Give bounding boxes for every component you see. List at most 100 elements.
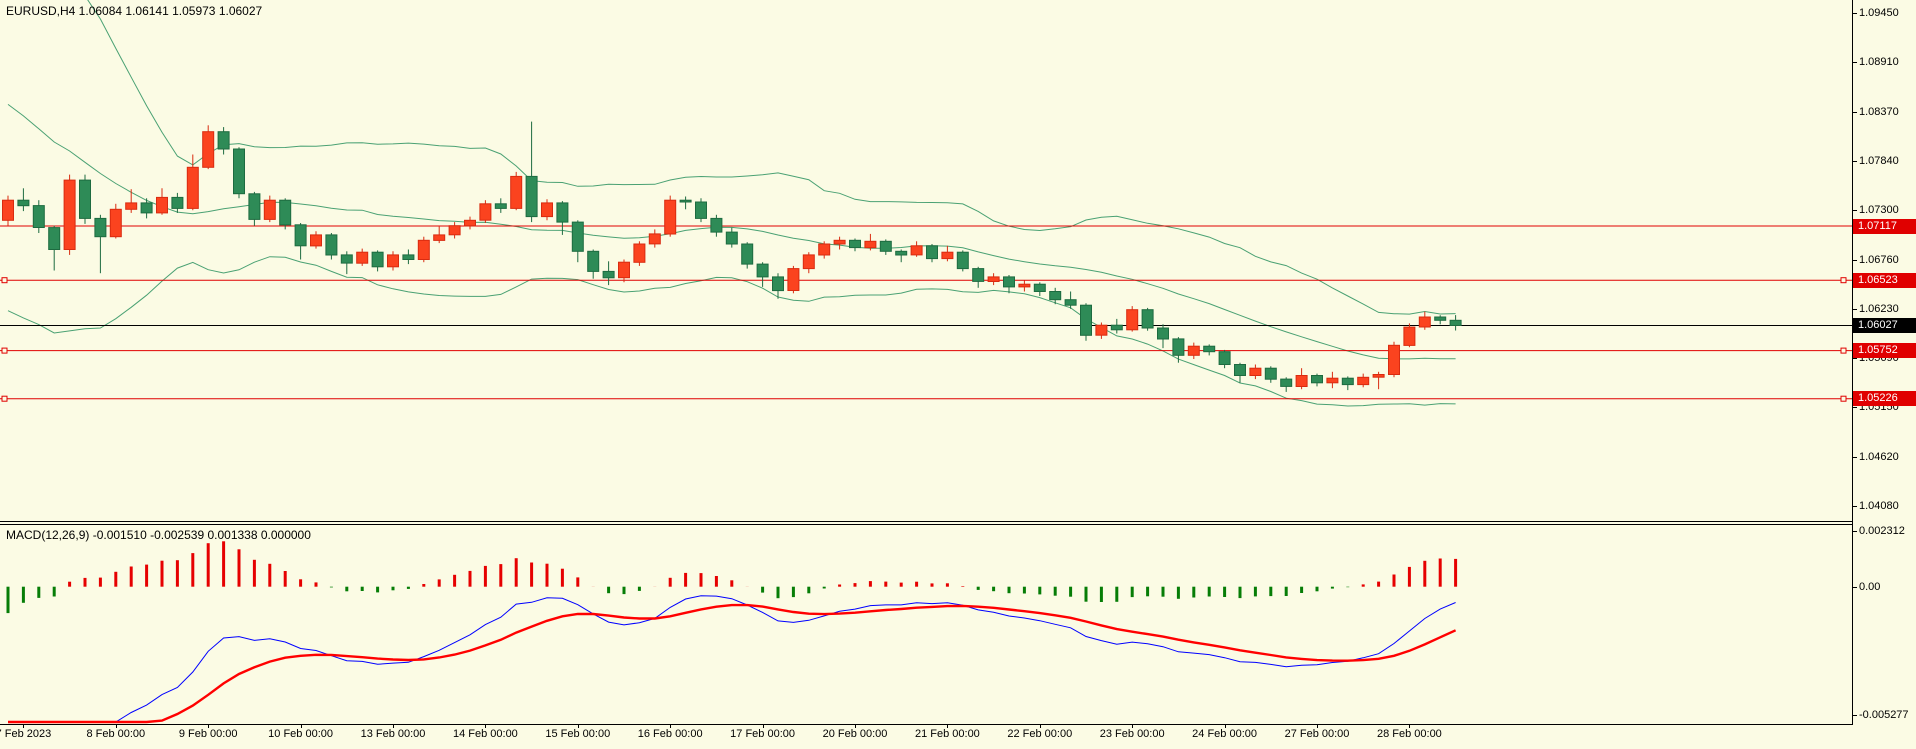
price-chart-canvas[interactable] <box>0 0 1852 521</box>
bollinger-upper-band <box>8 0 1456 314</box>
candle-bullish <box>1296 368 1307 389</box>
chart-title-ohlc: EURUSD,H4 1.06084 1.06141 1.05973 1.0602… <box>6 4 262 18</box>
macd-axis-label: 0.00 <box>1859 581 1880 593</box>
macd-axis-tick <box>1852 531 1857 532</box>
candle-bearish <box>711 215 722 237</box>
price-axis-tick <box>1852 62 1857 63</box>
macd-main-line <box>8 596 1456 722</box>
time-axis-label: 14 Feb 00:00 <box>453 728 518 740</box>
candle-bullish <box>449 222 460 238</box>
candle-bearish <box>49 226 60 271</box>
candle-bearish <box>1204 344 1215 355</box>
candle-bearish <box>880 239 891 255</box>
candle-bullish <box>1373 372 1384 389</box>
macd-axis-label: 0.002312 <box>1859 525 1905 537</box>
price-axis-label: 1.09450 <box>1859 7 1899 19</box>
time-axis-label: 28 Feb 00:00 <box>1377 728 1442 740</box>
candle-bullish <box>203 125 214 169</box>
candle-bullish <box>819 241 830 258</box>
candle-bearish <box>18 188 29 211</box>
level-price-tag: 1.05226 <box>1853 391 1916 406</box>
macd-signal-line <box>8 605 1456 722</box>
candle-bullish <box>465 217 476 230</box>
line-drag-handle[interactable] <box>1841 396 1846 401</box>
candle-bearish <box>1173 337 1184 363</box>
level-price-tag: 1.05752 <box>1853 343 1916 358</box>
candle-bearish <box>726 228 737 248</box>
line-drag-handle[interactable] <box>2 348 7 353</box>
macd-indicator-canvas[interactable] <box>0 525 1852 724</box>
candle-bullish <box>418 237 429 263</box>
candle-bearish <box>1265 366 1276 383</box>
candle-bearish <box>896 250 907 263</box>
line-drag-handle[interactable] <box>2 396 7 401</box>
bollinger-lower-band <box>8 257 1456 406</box>
candle-bearish <box>172 193 183 213</box>
candle-bearish <box>1450 315 1461 330</box>
candle-bearish <box>372 250 383 271</box>
panel-separator-top[interactable] <box>0 521 1853 522</box>
macd-axis-label: -0.005277 <box>1859 709 1909 721</box>
candle-bearish <box>280 198 291 229</box>
time-axis-label: 27 Feb 00:00 <box>1285 728 1350 740</box>
candle-bearish <box>1342 376 1353 390</box>
candle-bearish <box>1219 350 1230 368</box>
candle-bearish <box>680 197 691 210</box>
line-drag-handle[interactable] <box>2 278 7 283</box>
candle-bearish <box>295 223 306 260</box>
candle-bearish <box>1111 319 1122 334</box>
candle-bearish <box>957 250 968 271</box>
candle-bearish <box>526 122 537 223</box>
price-axis-label: 1.04620 <box>1859 451 1899 463</box>
candle-bearish <box>973 267 984 288</box>
candle-bearish <box>341 251 352 274</box>
price-axis-tick <box>1852 457 1857 458</box>
candle-bullish <box>649 229 660 247</box>
candle-bearish <box>1142 308 1153 331</box>
candle-bullish <box>665 196 676 237</box>
candle-bullish <box>311 231 322 248</box>
candle-bullish <box>3 196 14 226</box>
candle-bearish <box>603 261 614 285</box>
line-drag-handle[interactable] <box>1841 278 1846 283</box>
candle-bearish <box>588 250 599 279</box>
candle-bullish <box>1404 323 1415 347</box>
candle-bullish <box>110 204 121 239</box>
candle-bearish <box>80 175 91 224</box>
candle-bullish <box>1188 343 1199 359</box>
candle-bearish <box>1081 303 1092 341</box>
candle-bullish <box>511 172 522 210</box>
time-axis-label: 13 Feb 00:00 <box>361 728 426 740</box>
candle-bullish <box>1358 374 1369 388</box>
candle-bullish <box>834 237 845 250</box>
candle-bearish <box>850 239 861 252</box>
candle-bullish <box>803 252 814 273</box>
candle-bearish <box>1281 377 1292 392</box>
candle-bearish <box>557 201 568 235</box>
candle-bullish <box>619 260 630 283</box>
candle-bearish <box>927 244 938 262</box>
macd-axis-tick <box>1852 587 1857 588</box>
candle-bullish <box>434 227 445 244</box>
candle-bearish <box>403 250 414 265</box>
level-price-tag: 1.07117 <box>1853 219 1916 234</box>
candle-bearish <box>696 198 707 222</box>
line-drag-handle[interactable] <box>1841 348 1846 353</box>
price-axis-tick <box>1852 112 1857 113</box>
price-axis-tick <box>1852 506 1857 507</box>
price-axis-border <box>1852 0 1853 724</box>
time-axis-label: 23 Feb 00:00 <box>1100 728 1165 740</box>
time-axis-label: 8 Feb 00:00 <box>86 728 145 740</box>
candle-bullish <box>1419 312 1430 330</box>
candle-bearish <box>249 192 260 226</box>
candle-bearish <box>1158 324 1169 348</box>
time-axis-label: 20 Feb 00:00 <box>823 728 888 740</box>
time-axis-label: 10 Feb 00:00 <box>268 728 333 740</box>
candle-bearish <box>141 198 152 218</box>
price-axis-label: 1.08370 <box>1859 106 1899 118</box>
price-axis-tick <box>1852 210 1857 211</box>
chart-window: EURUSD,H4 1.06084 1.06141 1.05973 1.0602… <box>0 0 1916 749</box>
price-axis-label: 1.06230 <box>1859 303 1899 315</box>
panel-separator-bottom[interactable] <box>0 524 1853 525</box>
candle-bullish <box>126 189 137 213</box>
